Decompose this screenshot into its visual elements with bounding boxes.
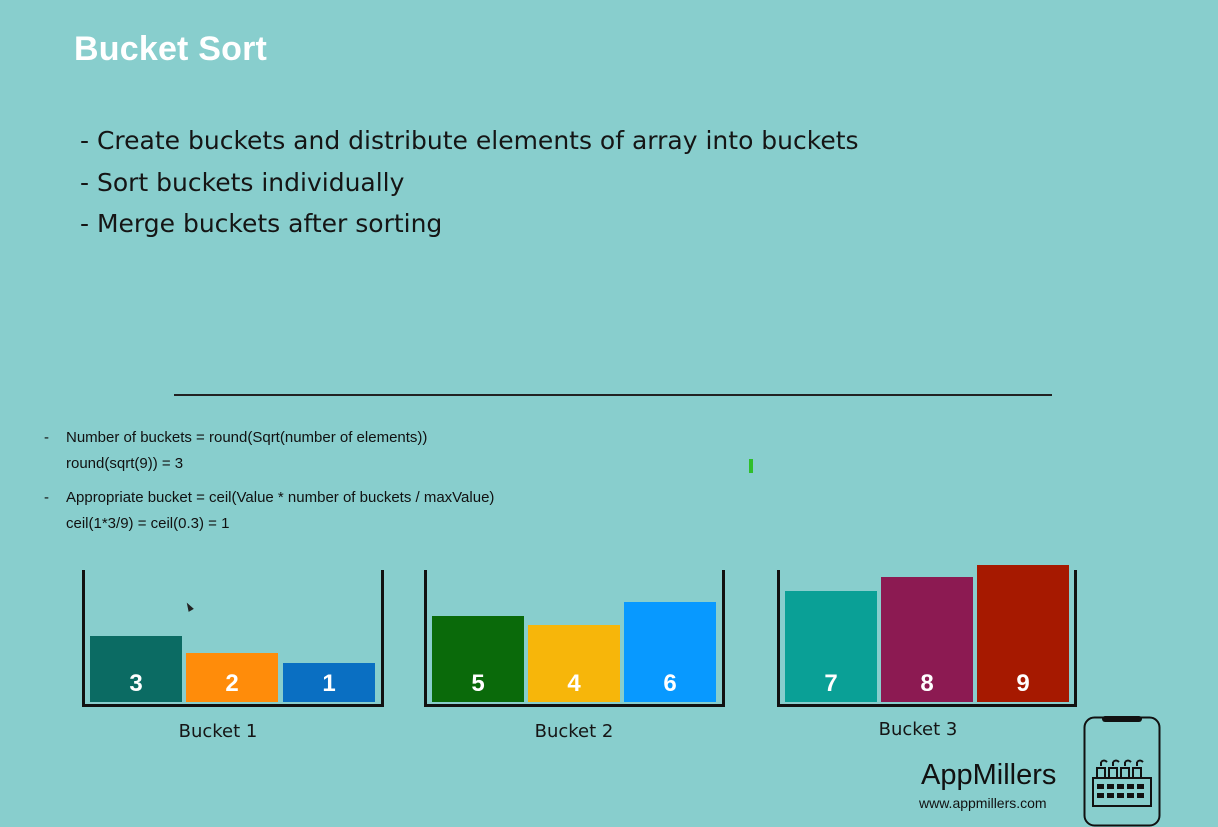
bucket-item-value: 2 bbox=[225, 670, 239, 697]
bucket-item-value: 9 bbox=[1016, 670, 1030, 697]
bullet-list: - Create buckets and distribute elements… bbox=[80, 120, 859, 245]
bucket-3-item: 7 bbox=[785, 591, 877, 702]
brand-url: www.appmillers.com bbox=[919, 795, 1047, 811]
formula-appropriate-bucket: Appropriate bucket = ceil(Value * number… bbox=[66, 489, 495, 506]
bucket-2-item: 4 bbox=[528, 625, 620, 702]
bucket-3-label: Bucket 3 bbox=[878, 719, 958, 740]
bucket-1-label: Bucket 1 bbox=[178, 721, 258, 742]
bucket-3: 7 8 9 bbox=[777, 565, 1077, 707]
bullet-item: - Merge buckets after sorting bbox=[80, 209, 443, 238]
bucket-2: 5 4 6 bbox=[424, 570, 725, 707]
bucket-2-label: Bucket 2 bbox=[534, 721, 614, 742]
bucket-2-item: 6 bbox=[624, 602, 716, 702]
bucket-item-value: 3 bbox=[129, 670, 143, 697]
slide-title: Bucket Sort bbox=[74, 30, 268, 68]
bucket-1: 3 2 1 bbox=[82, 570, 384, 707]
bucket-3-item: 8 bbox=[881, 577, 973, 702]
formula-bucket-count-example: round(sqrt(9)) = 3 bbox=[66, 455, 184, 472]
bucket-item-value: 7 bbox=[824, 670, 838, 697]
bucket-1-item: 3 bbox=[90, 636, 182, 702]
bullet-item: - Create buckets and distribute elements… bbox=[80, 126, 859, 155]
bucket-item-value: 6 bbox=[663, 670, 677, 697]
bucket-item-value: 8 bbox=[920, 670, 934, 697]
text-cursor-marker bbox=[749, 459, 753, 473]
brand-name: AppMillers bbox=[921, 759, 1057, 791]
bucket-item-value: 1 bbox=[322, 670, 336, 697]
bucket-item-value: 4 bbox=[567, 670, 581, 697]
bucket-2-item: 5 bbox=[432, 616, 524, 702]
bucket-1-item: 2 bbox=[186, 653, 278, 702]
formula-dash: - bbox=[44, 429, 49, 446]
bullet-item: - Sort buckets individually bbox=[80, 167, 405, 197]
formula-bucket-count: Number of buckets = round(Sqrt(number of… bbox=[66, 429, 428, 446]
phone-factory-icon bbox=[1083, 716, 1161, 827]
divider-line bbox=[174, 394, 1052, 396]
formula-dash: - bbox=[44, 489, 49, 506]
formula-appropriate-bucket-example: ceil(1*3/9) = ceil(0.3) = 1 bbox=[66, 515, 230, 532]
bucket-item-value: 5 bbox=[471, 670, 485, 697]
bucket-3-item: 9 bbox=[977, 565, 1069, 702]
bucket-1-item: 1 bbox=[283, 663, 375, 702]
